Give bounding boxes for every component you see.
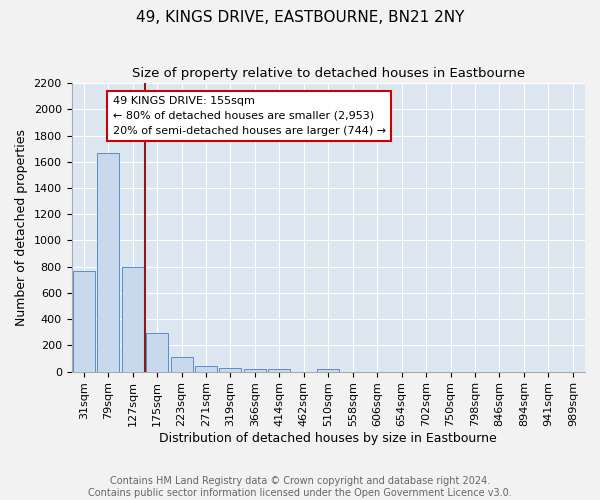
Title: Size of property relative to detached houses in Eastbourne: Size of property relative to detached ho… [132, 68, 525, 80]
Text: 49, KINGS DRIVE, EASTBOURNE, BN21 2NY: 49, KINGS DRIVE, EASTBOURNE, BN21 2NY [136, 10, 464, 25]
Bar [146, 333, 168, 372]
Text: 49 KINGS DRIVE: 155sqm
← 80% of detached houses are smaller (2,953)
20% of semi-: 49 KINGS DRIVE: 155sqm ← 80% of detached… [113, 96, 386, 136]
Y-axis label: Number of detached properties: Number of detached properties [15, 129, 28, 326]
Bar [195, 366, 217, 372]
Bar [317, 368, 339, 372]
Bar [268, 369, 290, 372]
Bar [73, 270, 95, 372]
Bar [170, 357, 193, 372]
Bar [244, 368, 266, 372]
Bar [97, 152, 119, 372]
Bar [220, 368, 241, 372]
Bar [122, 266, 143, 372]
X-axis label: Distribution of detached houses by size in Eastbourne: Distribution of detached houses by size … [160, 432, 497, 445]
Text: Contains HM Land Registry data © Crown copyright and database right 2024.
Contai: Contains HM Land Registry data © Crown c… [88, 476, 512, 498]
